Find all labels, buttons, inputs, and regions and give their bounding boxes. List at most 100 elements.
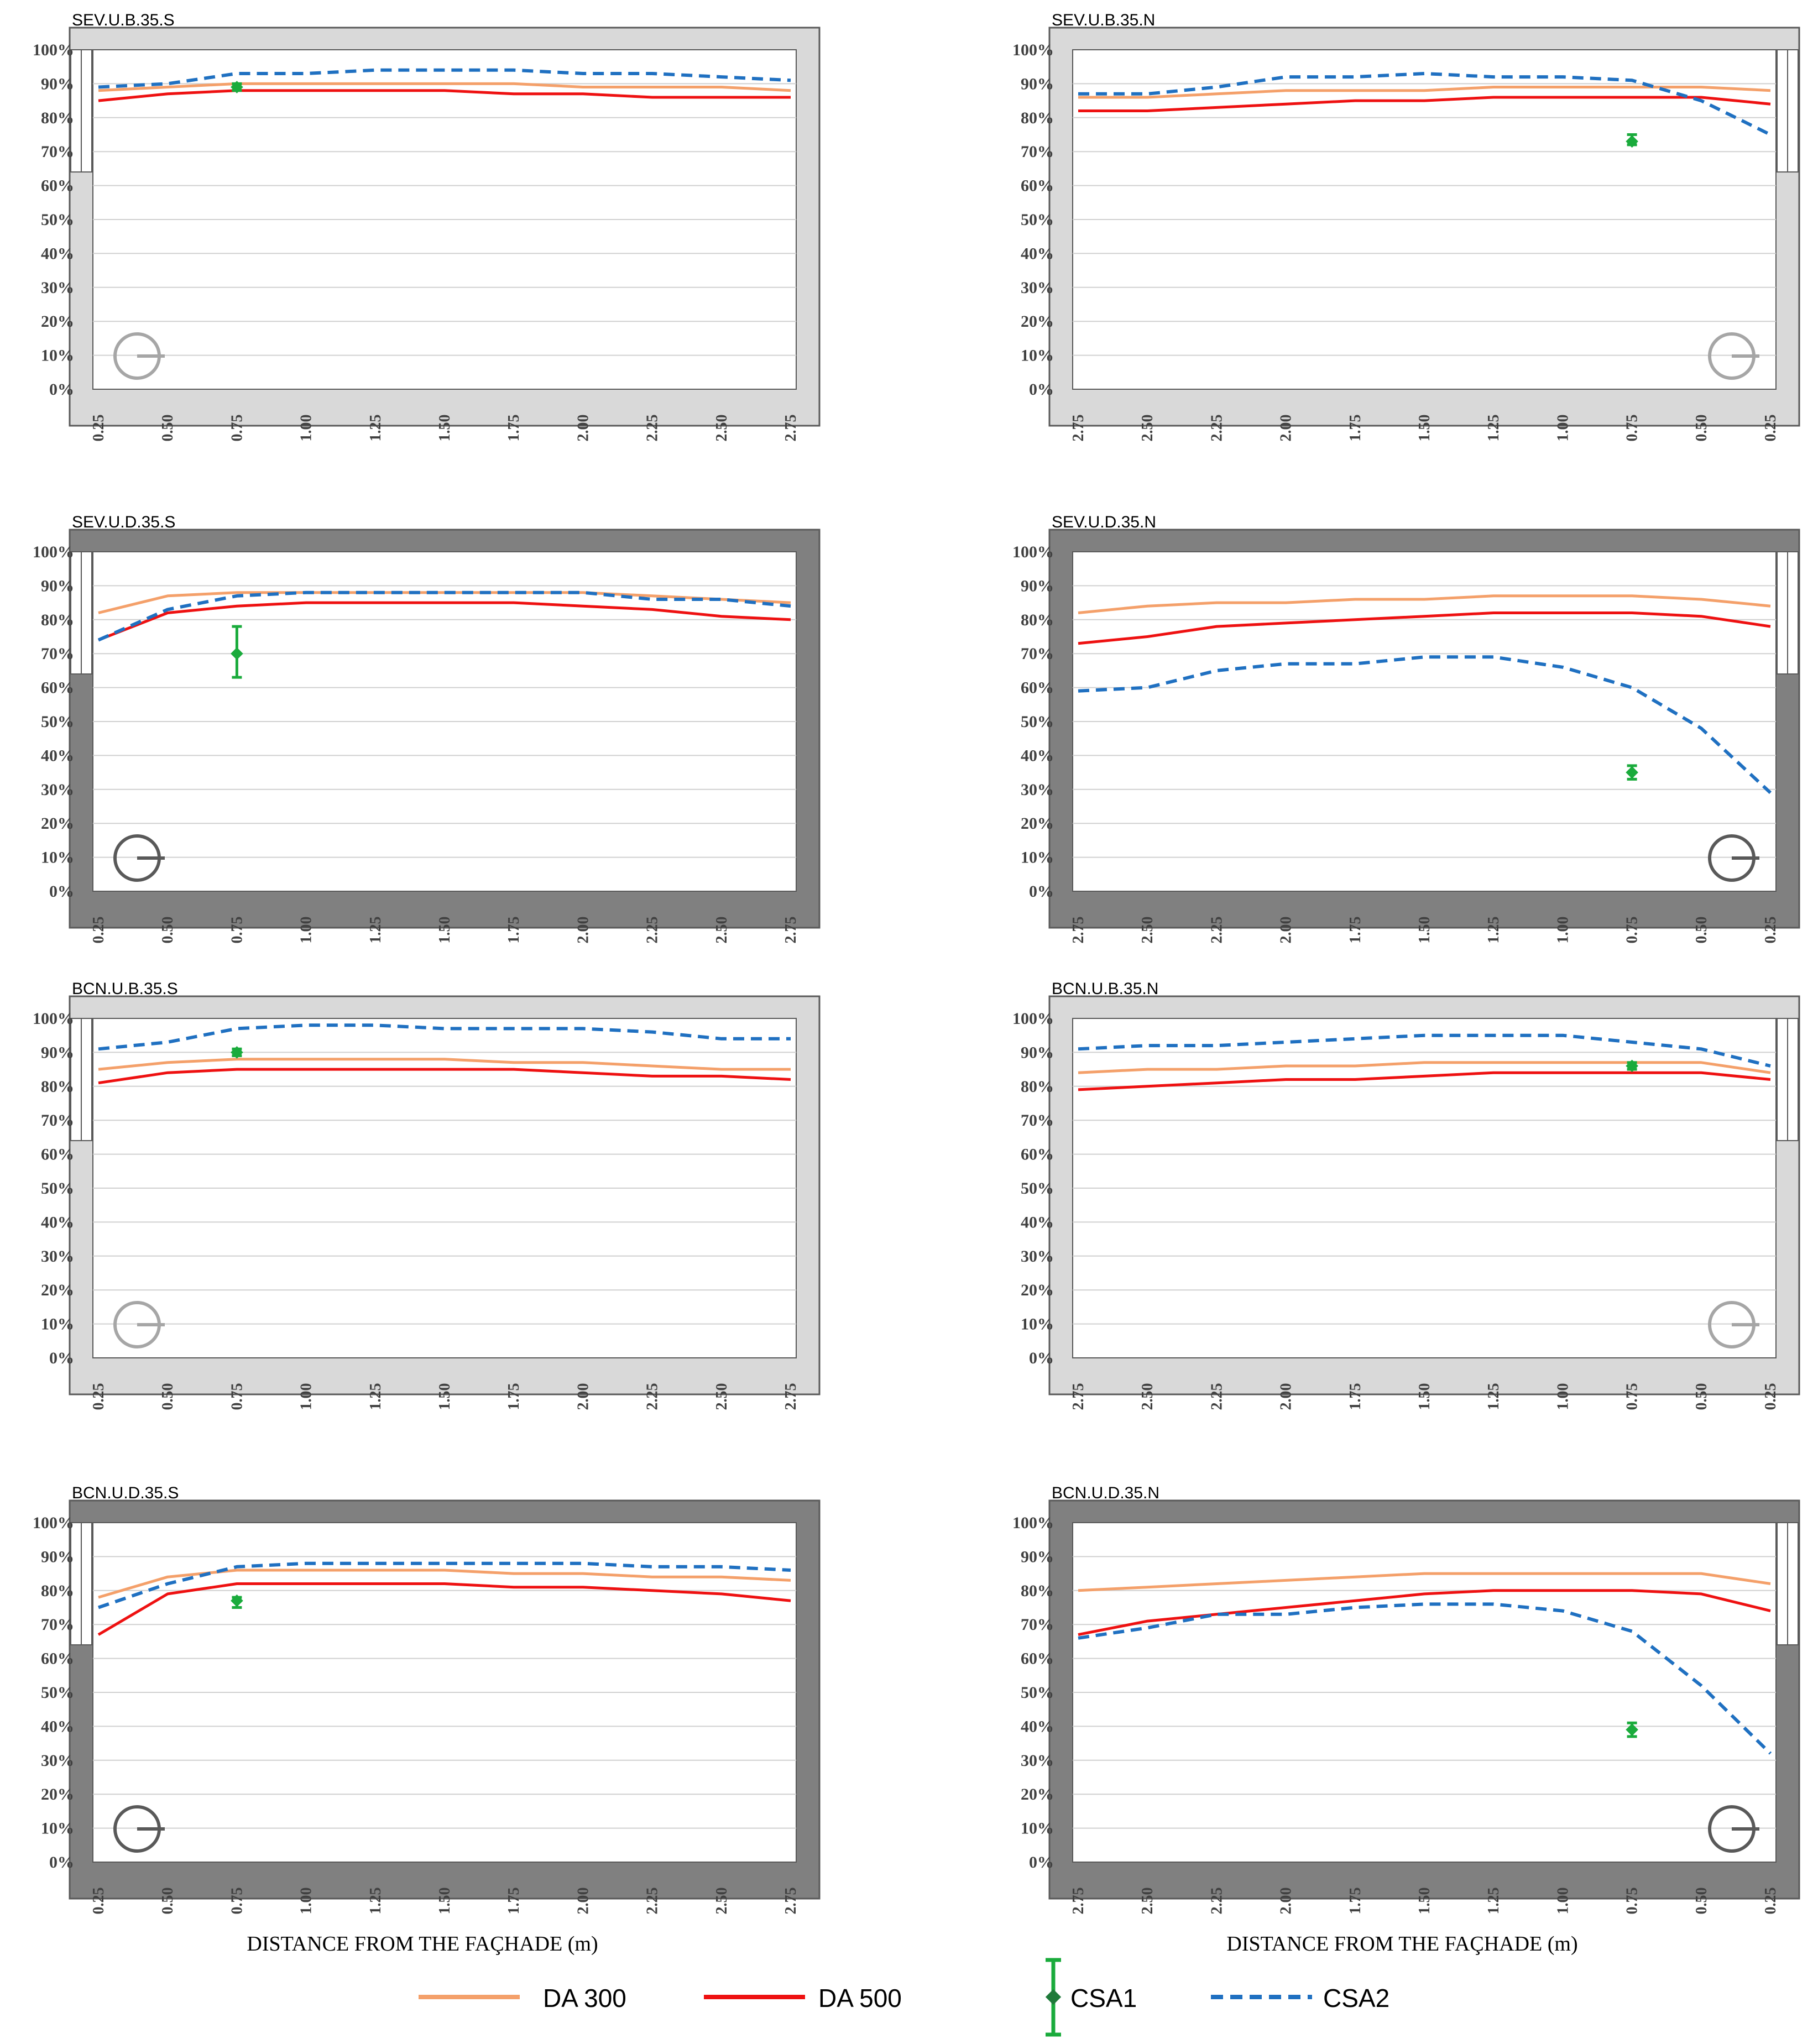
x-tick-label: 0.25: [1762, 415, 1779, 442]
series-line-da500: [98, 601, 791, 641]
csa1-marker: [231, 647, 243, 660]
x-tick-label: 0.75: [1624, 415, 1641, 442]
series-line-da500: [97, 1582, 791, 1636]
x-tick-label: 0.50: [159, 415, 176, 442]
compass-icon: [113, 834, 165, 882]
y-tick-label: 70%: [1021, 645, 1054, 663]
x-tick-label: 1.50: [436, 415, 453, 442]
chart-title: BCN.U.D.35.N: [1052, 1484, 1159, 1502]
y-tick-label: 10%: [1021, 849, 1054, 867]
x-tick-label: 1.50: [1416, 917, 1433, 944]
legend-csa1-label: CSA1: [1070, 1984, 1137, 2012]
series-line-csa2: [1078, 1602, 1772, 1755]
x-tick-label: 0.25: [90, 917, 107, 944]
x-tick-label: 1.75: [1347, 1888, 1364, 1915]
series-line-da500: [1078, 1071, 1771, 1091]
y-tick-label: 100%: [33, 1514, 74, 1532]
x-tick-label: 1.50: [1416, 1888, 1433, 1915]
y-tick-label: 0%: [1029, 1853, 1054, 1872]
chart-panel-SEV.U.D.35.S: 100% 90% 80% 70% 60% 50% 40% 30% 20% 10% 0% 0.25 0.5…: [33, 513, 821, 944]
x-tick-label: 0.75: [1624, 917, 1641, 944]
x-tick-label: 2.25: [1208, 1888, 1225, 1915]
compass-icon: [1708, 1301, 1759, 1348]
x-axis-title: DISTANCE FROM THE FAÇHADE (m): [247, 1932, 598, 1956]
y-tick-label: 40%: [41, 1213, 74, 1231]
y-tick-label: 60%: [41, 679, 74, 697]
series-line-da300: [98, 1569, 791, 1599]
y-tick-label: 50%: [41, 1684, 74, 1702]
y-tick-label: 10%: [41, 1315, 74, 1334]
x-tick-label: 2.50: [713, 415, 730, 442]
y-tick-label: 100%: [1012, 41, 1054, 59]
x-tick-label: 2.00: [1278, 1888, 1295, 1915]
x-tick-label: 2.00: [1278, 415, 1295, 442]
y-tick-label: 80%: [1021, 109, 1054, 127]
csa1-point: [1626, 1721, 1638, 1738]
x-tick-label: 1.50: [1416, 415, 1433, 442]
y-tick-label: 100%: [33, 1010, 74, 1028]
y-tick-label: 30%: [41, 279, 74, 297]
x-tick-label: 0.50: [1693, 415, 1710, 442]
x-tick-label: 1.50: [436, 917, 453, 944]
x-tick-label: 1.00: [298, 1383, 315, 1410]
y-tick-label: 100%: [1012, 1514, 1054, 1532]
series-line-da300: [98, 82, 791, 92]
x-tick-label: 1.25: [1485, 917, 1502, 944]
series-line-da300: [1078, 1061, 1771, 1074]
legend-da500-label: DA 500: [818, 1984, 902, 2012]
y-tick-label: 30%: [1021, 781, 1054, 799]
y-tick-label: 30%: [1021, 1247, 1054, 1266]
y-tick-label: 20%: [1021, 1785, 1054, 1803]
y-tick-label: 10%: [41, 347, 74, 365]
chart-panel-BCN.U.B.35.N: 100% 90% 80% 70% 60% 50% 40% 30% 20% 10% 0% 2.75 2.5…: [1012, 980, 1800, 1410]
x-tick-label: 1.75: [1347, 415, 1364, 442]
y-tick-label: 20%: [1021, 814, 1054, 833]
y-tick-label: 90%: [41, 577, 74, 595]
y-tick-label: 0%: [1029, 380, 1054, 399]
y-tick-label: 30%: [1021, 1752, 1054, 1770]
y-tick-label: 80%: [1021, 1078, 1054, 1096]
y-tick-label: 60%: [1021, 679, 1054, 697]
x-tick-label: 2.75: [782, 917, 800, 944]
csa1-point: [1626, 764, 1638, 781]
x-tick-label: 1.25: [367, 917, 384, 944]
y-tick-label: 20%: [41, 1785, 74, 1803]
y-tick-label: 100%: [33, 543, 74, 561]
x-tick-label: 1.00: [298, 415, 315, 442]
x-tick-label: 0.25: [1762, 917, 1779, 944]
y-tick-label: 10%: [1021, 1820, 1054, 1838]
x-tick-label: 2.00: [1278, 917, 1295, 944]
x-tick-label: 0.50: [1693, 917, 1710, 944]
y-tick-label: 30%: [41, 1752, 74, 1770]
x-tick-label: 1.75: [505, 917, 523, 944]
y-tick-label: 80%: [41, 1582, 74, 1600]
x-tick-label: 2.50: [1139, 1888, 1156, 1915]
x-tick-label: 2.00: [574, 415, 592, 442]
y-tick-label: 40%: [1021, 1717, 1054, 1735]
y-tick-label: 70%: [1021, 1111, 1054, 1130]
csa1-point: [1626, 133, 1638, 148]
x-tick-label: 2.25: [644, 415, 661, 442]
csa1-marker: [1626, 1059, 1638, 1073]
y-tick-label: 60%: [41, 1650, 74, 1668]
y-tick-label: 50%: [41, 713, 74, 731]
x-tick-label: 0.50: [1693, 1888, 1710, 1915]
series-line-csa2: [1078, 655, 1772, 794]
csa1-point: [1626, 1059, 1638, 1073]
series-line-da300: [1078, 1572, 1771, 1592]
y-tick-label: 100%: [1012, 543, 1054, 561]
x-tick-label: 2.50: [713, 1383, 730, 1410]
y-tick-label: 60%: [1021, 177, 1054, 195]
series-line-da500: [1078, 1589, 1771, 1637]
chart-title: BCN.U.B.35.S: [72, 980, 178, 998]
x-tick-label: 1.75: [505, 1383, 523, 1410]
x-tick-label: 1.00: [298, 917, 315, 944]
x-tick-label: 0.75: [228, 917, 245, 944]
series-line-da300: [1078, 86, 1771, 99]
x-tick-label: 0.75: [228, 1888, 245, 1915]
chart-title: SEV.U.D.35.S: [72, 513, 175, 531]
x-tick-label: 1.50: [436, 1888, 453, 1915]
chart-title: SEV.U.B.35.N: [1052, 11, 1155, 29]
y-tick-label: 90%: [41, 75, 74, 93]
x-tick-label: 2.25: [1208, 1383, 1225, 1410]
